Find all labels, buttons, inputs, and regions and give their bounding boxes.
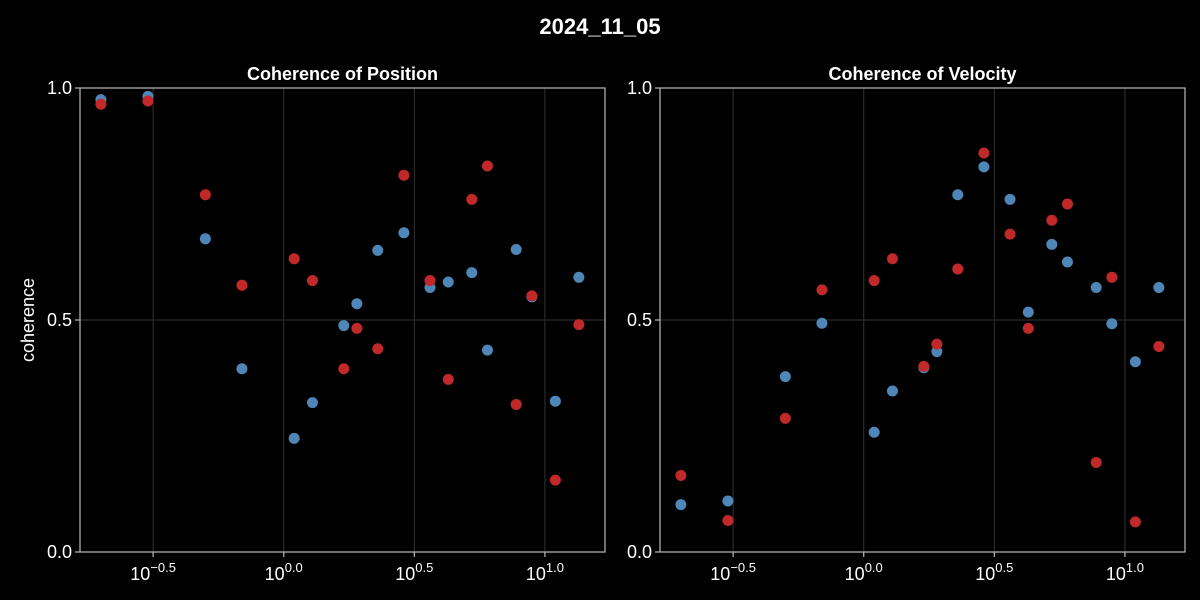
panel-2: 10−0.5 100.0 100.5 101.0 0.0 0.5 1.0 Coherence … <box>627 64 1186 584</box>
data-point-red <box>306 275 318 287</box>
series-red <box>95 95 585 486</box>
data-point-red <box>1106 271 1118 283</box>
data-point-blue <box>1106 318 1118 330</box>
data-point-red <box>424 275 436 287</box>
data-point-blue <box>886 385 898 397</box>
x-tick-label: 100.0 <box>265 560 303 584</box>
x-tick-label: 10−0.5 <box>710 560 756 584</box>
data-point-red <box>1046 214 1058 226</box>
data-point-red <box>573 319 585 331</box>
series-blue <box>95 90 585 444</box>
data-point-blue <box>466 267 478 279</box>
data-point-red <box>288 253 300 265</box>
data-point-red <box>722 514 734 526</box>
data-point-red <box>372 343 384 355</box>
x-tick-label: 101.0 <box>1106 560 1144 584</box>
figure-title: 2024_11_05 <box>539 14 661 39</box>
data-point-blue <box>1022 306 1034 318</box>
data-point-blue <box>199 233 211 245</box>
x-tick-label: 100.5 <box>975 560 1013 584</box>
panel-title: Coherence of Position <box>247 64 438 84</box>
data-point-red <box>1004 228 1016 240</box>
data-point-red <box>918 360 930 372</box>
data-point-blue <box>1004 193 1016 205</box>
data-point-red <box>1090 456 1102 468</box>
data-point-red <box>236 279 248 291</box>
data-point-red <box>868 275 880 287</box>
data-point-blue <box>779 371 791 383</box>
data-point-red <box>886 253 898 265</box>
data-point-blue <box>442 276 454 288</box>
panel-title: Coherence of Velocity <box>828 64 1016 84</box>
y-axis-label: coherence <box>18 278 38 362</box>
y-tick-label: 1.0 <box>627 78 652 98</box>
y-tick-label: 0.0 <box>627 542 652 562</box>
data-point-blue <box>816 317 828 329</box>
data-point-blue <box>549 395 561 407</box>
data-point-red <box>675 469 687 481</box>
data-point-blue <box>722 495 734 507</box>
data-point-blue <box>1090 282 1102 294</box>
y-tick-label: 0.5 <box>47 310 72 330</box>
data-point-red <box>338 363 350 375</box>
data-point-red <box>95 98 107 110</box>
data-point-blue <box>952 189 964 201</box>
data-point-blue <box>481 344 493 356</box>
data-point-red <box>398 169 410 181</box>
data-point-blue <box>1129 356 1141 368</box>
data-point-blue <box>1046 238 1058 250</box>
data-point-red <box>978 147 990 159</box>
y-tick-label: 0.5 <box>627 310 652 330</box>
x-tick-label: 100.5 <box>395 560 433 584</box>
series-red <box>675 147 1165 528</box>
data-point-blue <box>978 161 990 173</box>
y-tick-label: 1.0 <box>47 78 72 98</box>
data-point-red <box>1022 322 1034 334</box>
data-point-blue <box>288 432 300 444</box>
data-point-blue <box>351 298 363 310</box>
data-point-red <box>442 373 454 385</box>
data-point-red <box>466 193 478 205</box>
data-point-red <box>1153 340 1165 352</box>
panel-1: 10−0.5 100.0 100.5 101.0 0.0 0.5 1.0 Coherence … <box>18 64 606 584</box>
data-point-red <box>481 160 493 172</box>
data-point-red <box>931 338 943 350</box>
x-tick-label: 101.0 <box>526 560 564 584</box>
data-point-blue <box>573 271 585 283</box>
data-point-blue <box>338 320 350 332</box>
data-point-red <box>510 398 522 410</box>
data-point-red <box>1129 516 1141 528</box>
x-tick-label: 10−0.5 <box>130 560 176 584</box>
data-point-red <box>526 290 538 302</box>
data-point-blue <box>868 426 880 438</box>
data-point-red <box>351 322 363 334</box>
y-tick-label: 0.0 <box>47 542 72 562</box>
data-point-red <box>199 189 211 201</box>
data-point-red <box>816 284 828 296</box>
data-point-blue <box>236 363 248 375</box>
data-point-red <box>1061 198 1073 210</box>
data-point-blue <box>510 243 522 255</box>
series-blue <box>675 161 1165 511</box>
x-tick-label: 100.0 <box>845 560 883 584</box>
data-point-red <box>549 474 561 486</box>
data-point-blue <box>372 244 384 256</box>
data-point-blue <box>398 227 410 239</box>
data-point-red <box>142 95 154 107</box>
data-point-blue <box>1153 282 1165 294</box>
data-point-red <box>779 412 791 424</box>
data-point-blue <box>675 499 687 511</box>
data-point-red <box>952 263 964 275</box>
data-point-blue <box>1061 256 1073 268</box>
data-point-blue <box>306 397 318 409</box>
